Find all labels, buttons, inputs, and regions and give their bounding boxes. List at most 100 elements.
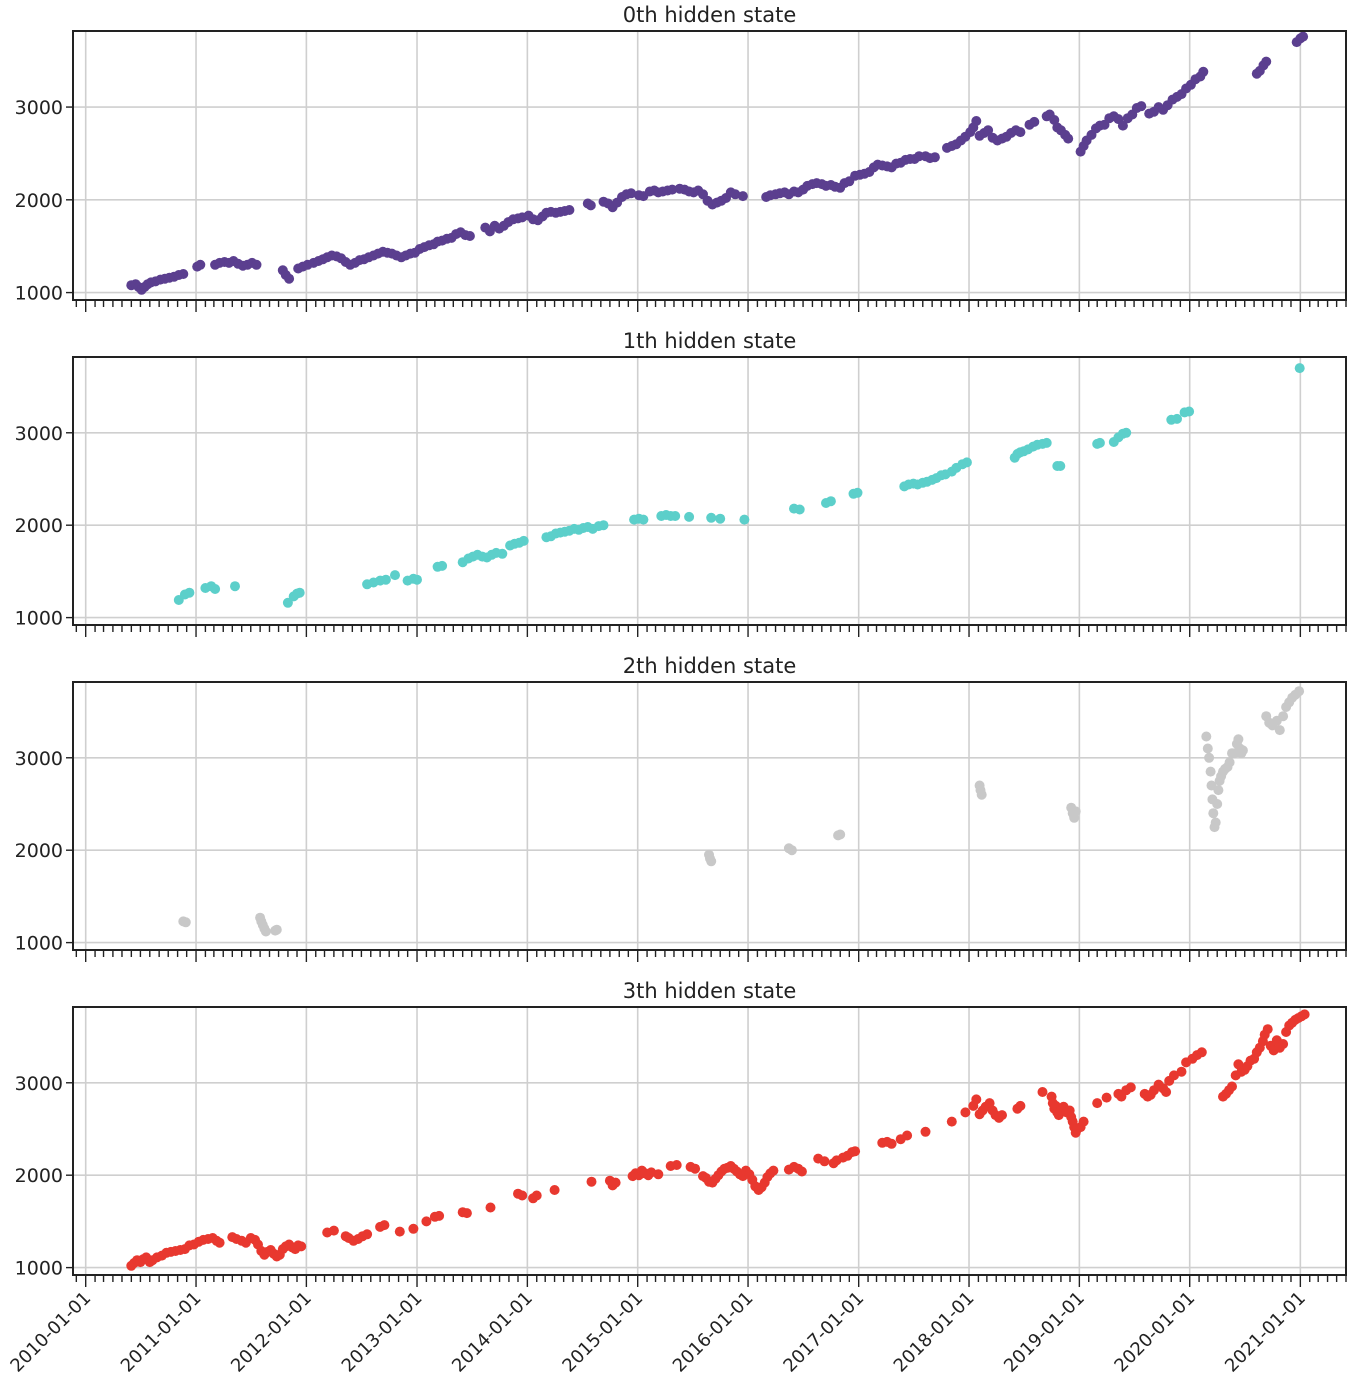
data-point — [1261, 56, 1272, 67]
data-point — [1015, 127, 1026, 138]
plot-frame — [72, 1006, 1347, 1276]
data-point — [284, 273, 295, 284]
chart-title: 2th hidden state — [623, 654, 797, 678]
data-point — [1055, 461, 1066, 471]
data-point — [671, 1160, 682, 1170]
x-tick-label: 2015-01-01 — [558, 1288, 647, 1377]
data-point — [690, 1163, 701, 1174]
data-point — [434, 1210, 445, 1221]
data-point — [485, 1202, 496, 1213]
data-point — [1204, 752, 1215, 763]
data-point — [564, 205, 575, 215]
data-point — [983, 125, 994, 136]
y-tick-label: 2000 — [15, 190, 63, 212]
data-point — [1298, 31, 1309, 42]
data-point — [464, 231, 475, 241]
data-point — [1227, 1081, 1237, 1092]
chart-title: 0th hidden state — [623, 3, 797, 27]
data-point — [412, 574, 422, 585]
data-point — [715, 513, 726, 524]
data-point — [195, 259, 206, 270]
data-point — [852, 487, 863, 498]
data-point — [1237, 745, 1248, 756]
data-point — [684, 511, 695, 522]
data-point — [1117, 120, 1128, 131]
data-point — [653, 1169, 664, 1180]
data-point — [667, 184, 678, 195]
data-point — [902, 1130, 913, 1141]
data-point — [362, 1229, 373, 1240]
data-point — [282, 597, 293, 608]
data-point — [294, 587, 305, 598]
y-tick-label: 2000 — [15, 1165, 63, 1187]
y-tick-label: 2000 — [15, 840, 63, 862]
data-point — [1161, 1087, 1172, 1097]
data-point — [1210, 817, 1221, 828]
data-point — [670, 511, 681, 521]
data-point — [260, 926, 271, 937]
data-point — [850, 1146, 861, 1157]
data-point — [1121, 427, 1132, 438]
data-point — [796, 1166, 807, 1177]
data-point — [210, 584, 221, 594]
data-point — [437, 560, 448, 571]
chart-panel-2: 2th hidden state 1000 2000 3000 — [15, 654, 1347, 962]
data-point — [518, 535, 529, 546]
data-point — [1184, 406, 1195, 417]
data-point — [1274, 725, 1285, 736]
data-point — [976, 789, 987, 800]
chart-panel-3: 3th hidden state 1000 2000 3000 — [15, 979, 1347, 1287]
data-point — [230, 581, 240, 592]
data-point — [251, 259, 262, 270]
data-point — [961, 457, 972, 468]
data-point — [946, 1116, 957, 1127]
plot-frame — [72, 30, 1347, 301]
data-point — [825, 496, 836, 507]
data-point — [610, 1177, 621, 1188]
data-point — [1041, 437, 1052, 448]
series-points — [126, 31, 1309, 295]
x-tick-label: 2012-01-01 — [227, 1288, 316, 1377]
y-tick-label: 2000 — [15, 515, 63, 537]
data-point — [1094, 437, 1105, 448]
data-point — [971, 116, 982, 126]
data-point — [1169, 1070, 1179, 1081]
x-tick-label: 2018-01-01 — [890, 1288, 979, 1377]
series-points — [173, 363, 1305, 608]
series-points — [178, 686, 1305, 937]
x-tick-label: 2010-01-01 — [6, 1288, 95, 1377]
x-tick-label: 2021-01-01 — [1221, 1288, 1310, 1377]
data-point — [214, 1237, 225, 1248]
data-point — [531, 1190, 542, 1201]
data-point — [1037, 1087, 1048, 1097]
chart-title: 1th hidden state — [623, 329, 797, 353]
data-point — [1015, 1100, 1026, 1111]
data-point — [380, 574, 391, 585]
x-tick-label: 2013-01-01 — [338, 1288, 427, 1377]
data-point — [786, 845, 797, 856]
x-tick-label: 2017-01-01 — [779, 1288, 868, 1377]
y-tick-label: 1000 — [15, 283, 63, 305]
data-point — [1278, 1039, 1289, 1049]
data-point — [549, 1185, 560, 1195]
data-point — [1294, 686, 1305, 697]
data-point — [1125, 1082, 1136, 1093]
y-tick-label: 3000 — [15, 748, 63, 770]
data-point — [1212, 799, 1223, 809]
y-tick-label: 3000 — [15, 97, 63, 119]
data-point — [461, 1208, 472, 1219]
data-point — [1262, 1024, 1273, 1035]
data-point — [1224, 757, 1235, 768]
data-point — [1208, 808, 1219, 819]
data-point — [1202, 743, 1213, 754]
data-point — [421, 1216, 432, 1227]
data-point — [1205, 766, 1216, 777]
data-point — [997, 1110, 1007, 1121]
data-point — [1233, 734, 1244, 745]
plot-frame — [72, 681, 1347, 951]
data-point — [706, 512, 717, 523]
data-point — [184, 587, 195, 598]
data-point — [1101, 1092, 1112, 1103]
data-point — [794, 504, 805, 515]
